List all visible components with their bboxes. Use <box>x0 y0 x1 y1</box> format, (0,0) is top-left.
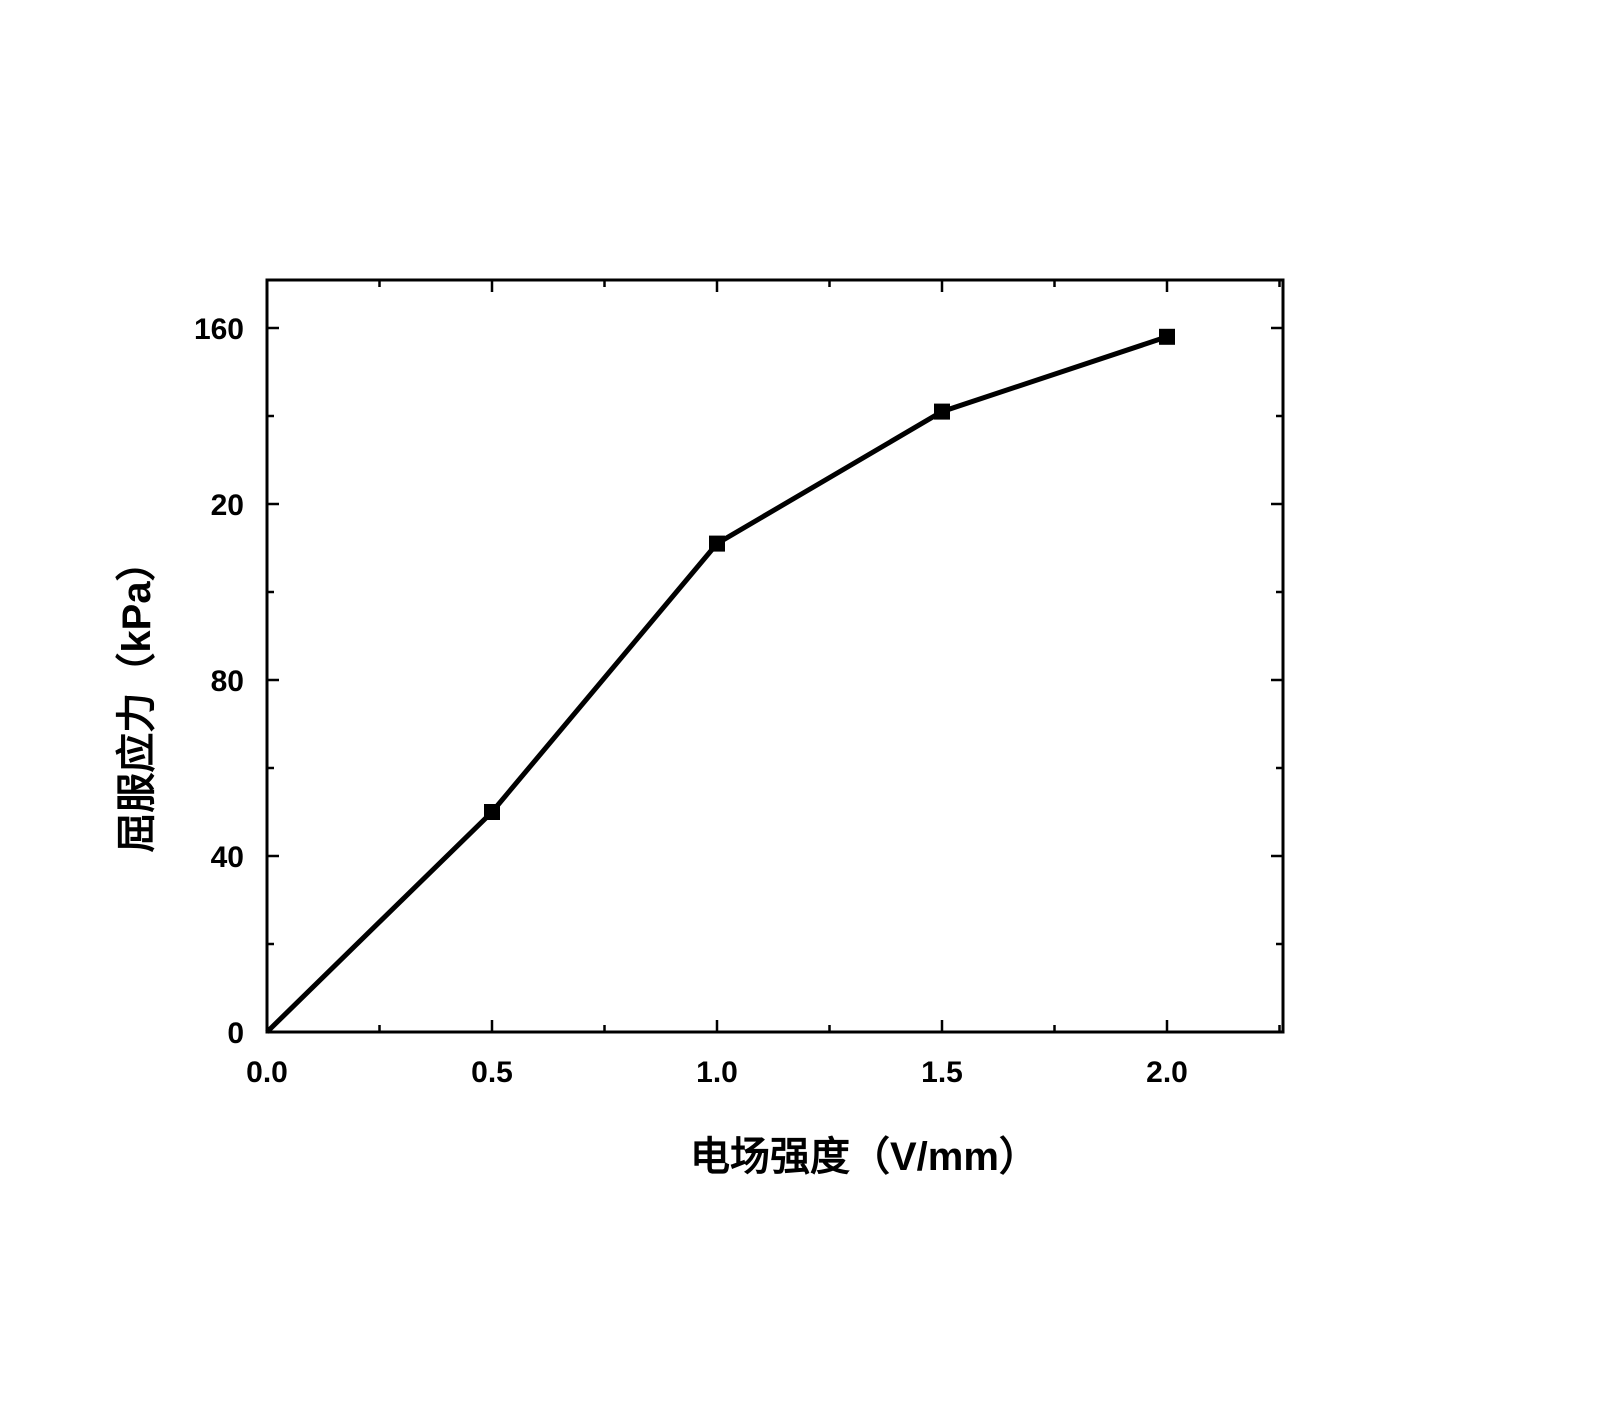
data-point <box>1159 329 1175 345</box>
y-tick-label: 160 <box>194 313 244 346</box>
x-tick-label: 0.0 <box>246 1056 288 1089</box>
x-tick-label: 2.0 <box>1146 1056 1188 1089</box>
plot-frame <box>267 280 1283 1032</box>
y-tick-label: 20 <box>211 489 244 522</box>
x-tick-label: 1.0 <box>696 1056 738 1089</box>
y-tick-label: 80 <box>211 665 244 698</box>
y-axis: 0 40 80 20 160 <box>194 313 1283 1050</box>
x-axis: 0.0 0.5 1.0 1.5 2.0 <box>246 280 1279 1089</box>
data-point <box>484 804 500 820</box>
x-tick-label: 0.5 <box>471 1056 513 1089</box>
data-point <box>709 536 725 552</box>
y-tick-label: 40 <box>211 841 244 874</box>
series-group <box>267 329 1175 1032</box>
x-tick-label: 1.5 <box>921 1056 963 1089</box>
x-axis-label: 电场强度（V/mm） <box>690 1135 1039 1179</box>
y-tick-label: 0 <box>227 1017 244 1050</box>
series-line <box>267 337 1167 1032</box>
data-point <box>934 404 950 420</box>
y-axis-label: 屈服应力（kPa） <box>115 541 159 852</box>
